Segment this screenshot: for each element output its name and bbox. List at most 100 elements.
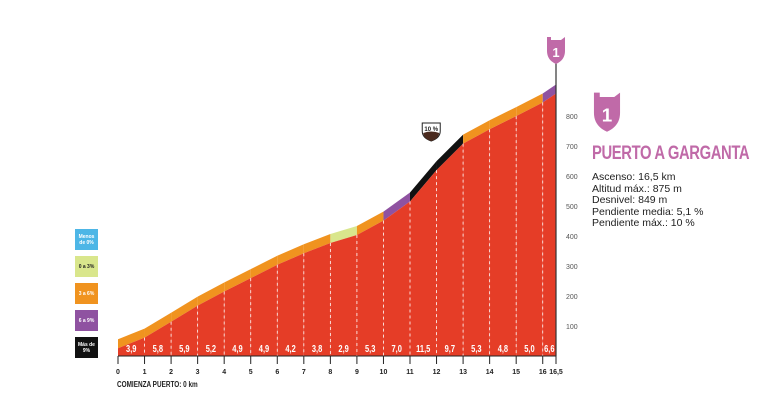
x-tick-label: 6 [275,369,279,376]
x-tick-label: 8 [328,369,332,376]
climb-title: PUERTO A GARGANTA [592,143,750,164]
segment-gradient-label: 4,8 [498,343,508,354]
y-tick-label: 400 [566,234,578,241]
gradient-band [463,120,490,144]
badge-shield [593,92,621,132]
gradient-band [542,84,556,103]
profile-segment [356,220,384,356]
y-tick-label: 600 [566,174,578,181]
gradient-band [197,282,225,306]
x-tick-label: 14 [486,369,494,376]
profile-segment [516,102,543,356]
segment-gradient-label: 5,2 [206,343,216,354]
max-gradient-marker: 10 % [421,122,441,142]
x-tick-label: 15 [512,369,520,376]
segment-gradient-label: 5,3 [365,343,375,354]
start-label: COMIENZA PUERTO: 0 km [117,380,198,389]
marker-label: 10 % [424,127,438,133]
gradient-band [383,192,410,221]
y-tick-label: 300 [566,264,578,271]
segment-gradient-label: 4,2 [285,343,295,354]
segment-gradient-label: 6,6 [544,343,554,354]
legend-item: 3 a 6% [75,283,98,304]
y-tick-label: 800 [566,114,578,121]
profile-segment [118,337,145,356]
profile-segment [303,242,331,356]
y-tick-label: 200 [566,294,578,301]
profile-segment [171,305,198,356]
profile-segment [410,170,437,356]
x-tick-label: 7 [302,369,306,376]
legend-item: 6 a 9% [75,310,98,331]
segment-gradient-label: 4,9 [259,343,269,354]
x-tick-label: 11 [406,369,414,376]
gradient-band [489,107,517,130]
segment-gradient-label: 2,9 [338,343,348,354]
gradient-band [303,233,331,254]
x-tick-label: 12 [433,369,441,376]
gradient-band [144,312,172,338]
badge-number: 1 [552,45,559,60]
profile-segment [463,129,490,356]
x-tick-label: 13 [459,369,467,376]
max-gradient: Pendiente máx.: 10 % [592,217,695,229]
gradient-band [356,211,384,236]
gradient-band [436,134,464,171]
x-tick-label: 9 [355,369,359,376]
summit-category-badge: 1 [547,37,565,64]
max-altitude: Altitud máx.: 875 m [592,182,682,195]
profile-segment [542,93,556,356]
x-tick-label: 1 [143,369,147,376]
profile-segment [436,143,464,356]
gradient-band [410,161,437,202]
mountain-icon [423,131,440,141]
profile-segment [224,278,251,356]
gradient-band [250,255,278,279]
y-tick-label: 100 [566,324,578,331]
profile-segment [277,253,304,356]
x-tick-label: 5 [249,369,253,376]
gradient-band [516,93,543,117]
segment-gradient-label: 9,7 [445,343,455,354]
segment-gradient-label: 5,8 [153,343,163,354]
gradient-band [330,226,357,243]
gradient-band [171,296,198,322]
segment-gradient-label: 7,0 [392,343,402,354]
profile-segment [489,116,517,356]
x-tick-label: 0 [116,369,120,376]
gradient-band [277,244,304,265]
ascent-length: Ascenso: 16,5 km [592,171,676,183]
segment-gradient-label: 5,0 [524,343,534,354]
segment-gradient-label: 5,3 [471,343,481,354]
y-tick-label: 500 [566,204,578,211]
y-tick-label: 700 [566,144,578,151]
gradient-band [224,269,251,292]
badge-shield [547,37,565,64]
x-tick-label: 10 [380,369,388,376]
profile-segment [197,291,225,356]
climb-category-badge: 1 [593,92,621,132]
x-tick-label: 16,5 [549,369,563,376]
elevation-gain: Desnivel: 849 m [592,194,668,206]
profile-segment [383,201,410,356]
profile-segment [250,264,278,356]
profile-segment [330,235,357,356]
gradient-band [118,328,145,349]
profile-segment [144,321,172,356]
x-tick-label: 16 [539,369,547,376]
legend-item: Más de 9% [75,337,98,358]
segment-gradient-label: 5,9 [179,343,189,354]
legend-item: 0 a 3% [75,256,98,277]
average-gradient: Pendiente media: 5,1 % [592,205,704,218]
segment-gradient-label: 3,9 [126,343,136,354]
segment-gradient-label: 11,5 [416,343,430,354]
segment-gradient-label: 4,9 [232,343,242,354]
legend-item: Menos de 0% [75,229,98,250]
climb-info: Ascenso: 16,5 km Altitud máx.: 875 m Des… [592,171,704,230]
x-tick-label: 4 [222,369,226,376]
badge-number: 1 [602,105,612,126]
x-tick-label: 2 [169,369,173,376]
segment-gradient-label: 3,8 [312,343,322,354]
x-tick-label: 3 [196,369,200,376]
